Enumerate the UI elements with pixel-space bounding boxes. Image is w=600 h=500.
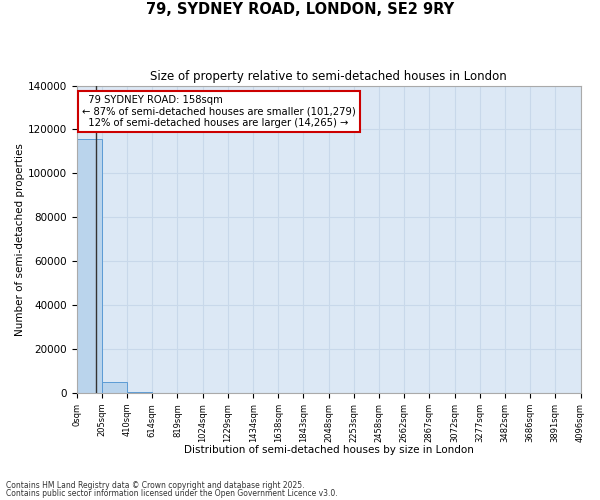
- X-axis label: Distribution of semi-detached houses by size in London: Distribution of semi-detached houses by …: [184, 445, 473, 455]
- Title: Size of property relative to semi-detached houses in London: Size of property relative to semi-detach…: [150, 70, 507, 83]
- Bar: [127, 392, 152, 393]
- Text: 79 SYDNEY ROAD: 158sqm  
← 87% of semi-detached houses are smaller (101,279)
  1: 79 SYDNEY ROAD: 158sqm ← 87% of semi-det…: [82, 95, 356, 128]
- Text: 79, SYDNEY ROAD, LONDON, SE2 9RY: 79, SYDNEY ROAD, LONDON, SE2 9RY: [146, 2, 454, 18]
- Text: Contains HM Land Registry data © Crown copyright and database right 2025.: Contains HM Land Registry data © Crown c…: [6, 481, 305, 490]
- Text: Contains public sector information licensed under the Open Government Licence v3: Contains public sector information licen…: [6, 488, 338, 498]
- Bar: [77, 140, 102, 393]
- Bar: [102, 382, 127, 393]
- Y-axis label: Number of semi-detached properties: Number of semi-detached properties: [15, 143, 25, 336]
